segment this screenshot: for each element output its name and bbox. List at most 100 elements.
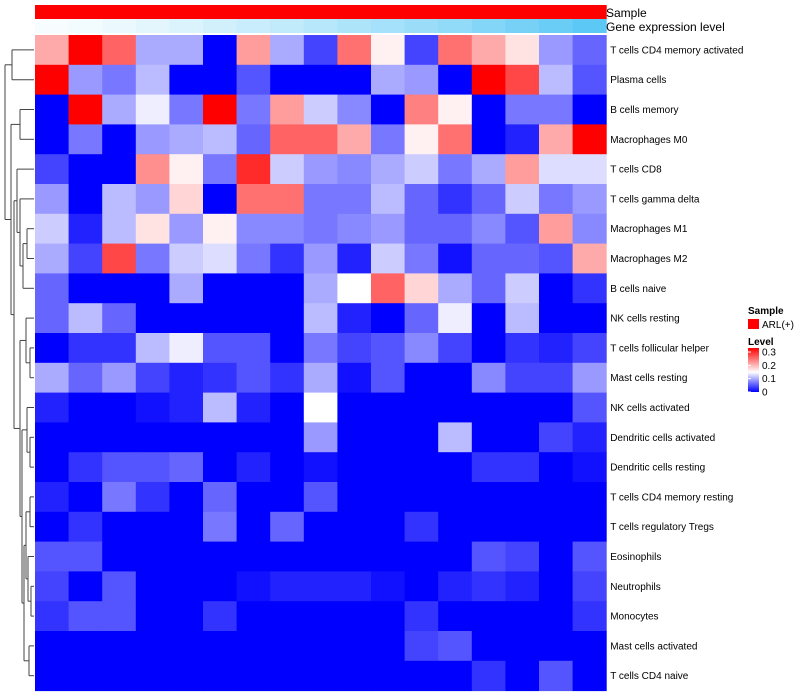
heatmap-cell [35,333,70,364]
row-label: T cells follicular helper [610,343,709,354]
sample-annotation-cell [270,5,305,19]
heatmap-cell [270,362,305,394]
heatmap-cell [135,94,170,125]
heatmap-cell [203,64,238,96]
heatmap-cell [505,631,540,662]
row-label: Dendritic cells activated [610,433,715,444]
heatmap-cell [471,303,506,334]
heatmap-cell [337,601,372,632]
heatmap-cell [270,452,305,483]
sample-annotation-cell [68,5,103,19]
heatmap-cell [169,35,204,66]
heatmap-cell [572,154,607,185]
heatmap-cell [102,511,137,543]
heatmap-cell [471,422,506,453]
heatmap-cell [35,184,70,215]
heatmap-cell [68,273,103,304]
heatmap-cells [35,35,607,692]
heatmap-cell [539,452,574,483]
heatmap-cell [35,601,70,632]
heatmap-cell [371,94,406,125]
heatmap-cell [505,35,540,66]
gene-expression-annotation-cell [236,19,271,33]
heatmap-cell [572,333,607,364]
heatmap-cell [404,571,439,602]
heatmap-cell [203,482,238,513]
heatmap-cell [471,213,506,245]
gene-expression-annotation-cell [404,19,439,33]
heatmap-cell [236,362,271,394]
heatmap-cell [404,273,439,304]
heatmap-cell [35,124,70,155]
heatmap-cell [270,392,305,423]
heatmap-cell [471,154,506,185]
heatmap-cell [404,303,439,334]
heatmap-cell [169,243,204,274]
heatmap-cell [438,511,473,543]
heatmap-cell [135,601,170,632]
heatmap-cell [539,631,574,662]
heatmap-cell [102,94,137,125]
heatmap-cell [539,303,574,334]
heatmap-cell [539,243,574,274]
gene-expression-annotation-cell [68,19,103,33]
sample-annotation-cell [337,5,372,19]
heatmap-cell [337,571,372,602]
heatmap-cell [505,362,540,394]
heatmap-cell [505,571,540,602]
heatmap-cell [203,184,238,215]
heatmap-cell [68,511,103,543]
heatmap-cell [337,35,372,66]
heatmap-cell [270,243,305,274]
heatmap-cell [270,660,305,692]
gene-expression-annotation-cell [539,19,574,33]
heatmap-cell [572,452,607,483]
heatmap-cell [236,94,271,125]
heatmap-cell [505,94,540,125]
heatmap-cell [35,571,70,602]
heatmap-cell [572,541,607,572]
sample-annotation-cell [404,5,439,19]
heatmap-cell [303,64,338,96]
heatmap-cell [404,333,439,364]
heatmap-cell [135,422,170,453]
heatmap-cell [236,35,271,66]
heatmap-cell [337,94,372,125]
heatmap-cell [539,601,574,632]
heatmap-cell [572,511,607,543]
heatmap-cell [35,482,70,513]
heatmap-cell [68,124,103,155]
heatmap-cell [236,631,271,662]
heatmap-cell [102,392,137,423]
heatmap-cell [505,660,540,692]
heatmap-cell [539,362,574,394]
heatmap-cell [505,452,540,483]
heatmap-cell [371,362,406,394]
row-label: NK cells resting [610,314,679,325]
heatmap-cell [169,482,204,513]
row-label: T cells CD4 naive [610,671,689,682]
row-label: B cells naive [610,284,667,295]
heatmap-cell [303,273,338,304]
heatmap-cell [505,541,540,572]
heatmap-cell [539,273,574,304]
heatmap-cell [505,64,540,96]
heatmap-cell [505,273,540,304]
heatmap-cell [236,243,271,274]
legend-level-title: Level [748,337,774,348]
heatmap-cell [203,243,238,274]
heatmap-cell [203,422,238,453]
heatmap-cell [102,482,137,513]
heatmap-cell [203,660,238,692]
heatmap-cell [102,273,137,304]
row-labels: T cells CD4 memory activated Plasma cells… [610,45,743,682]
heatmap-cell [35,64,70,96]
heatmap-cell [438,660,473,692]
sample-annotation-cell [572,5,607,19]
heatmap-cell [169,303,204,334]
row-label: T cells CD4 memory activated [610,45,743,56]
column-annotation-bars [35,5,607,33]
heatmap-cell [303,243,338,274]
heatmap-cell [102,303,137,334]
heatmap-cell [102,631,137,662]
